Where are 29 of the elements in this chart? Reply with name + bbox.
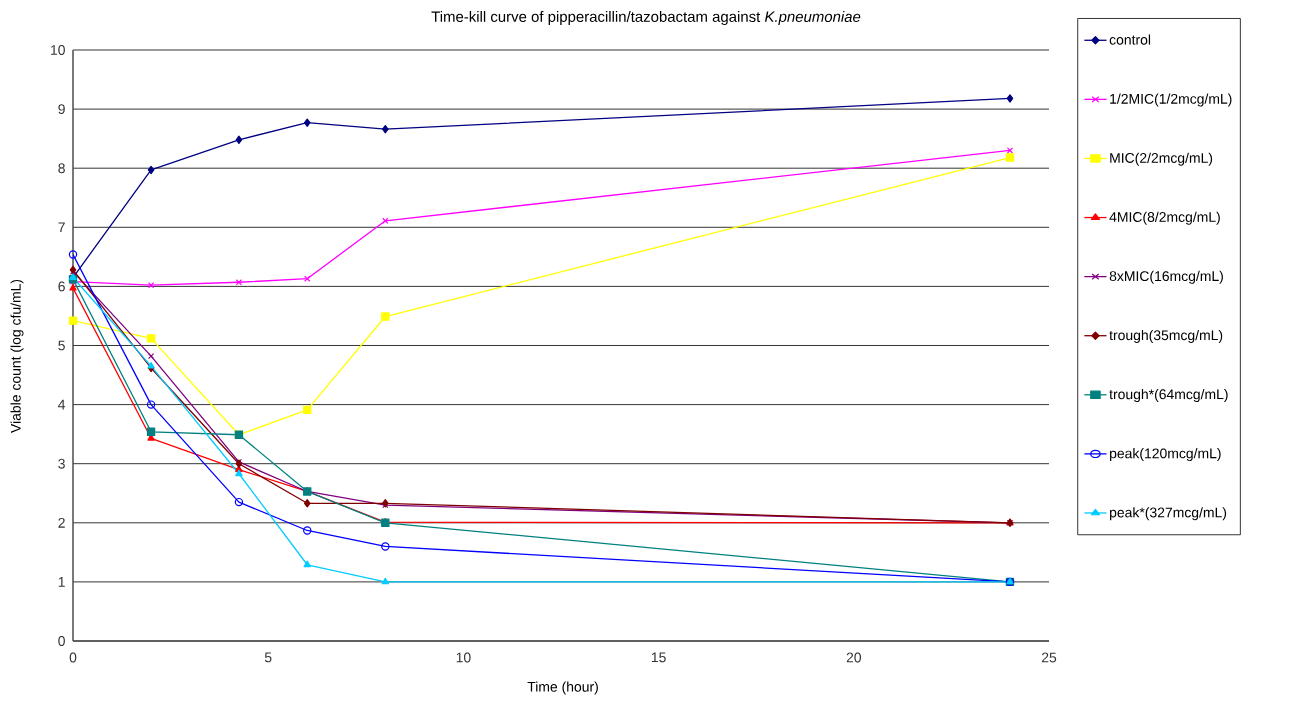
legend-label: 8xMIC(16mcg/mL) <box>1109 270 1223 284</box>
y-tick-label: 3 <box>58 458 65 469</box>
y-axis-title: Viable count (log cfu/mL) <box>10 279 24 433</box>
legend-label: control <box>1109 34 1151 45</box>
y-tick-label: 2 <box>58 517 65 528</box>
legend-label: trough(35mcg/mL) <box>1109 329 1223 343</box>
x-tick-label: 20 <box>846 652 862 663</box>
y-tick-label: 0 <box>58 636 65 646</box>
legend-label: peak(120mcg/mL) <box>1110 448 1221 462</box>
y-tick-label: 4 <box>58 399 66 410</box>
y-tick-label: 5 <box>58 340 65 351</box>
legend-label: 4MIC(8/2mcg/mL) <box>1109 211 1220 225</box>
y-tick-label: 1 <box>58 577 65 587</box>
x-tick-label: 0 <box>69 652 77 663</box>
legend-label: trough*(64mcg/mL) <box>1109 388 1228 402</box>
chart-title: Time-kill curve of pipperacillin/tazobactam against K.pneumoniae <box>431 11 861 25</box>
legend-label: MIC(2/2mcg/mL) <box>1110 152 1213 166</box>
x-tick-label: 15 <box>651 652 666 663</box>
x-tick-label: 5 <box>264 652 272 663</box>
legend-label: peak*(327mcg/mL) <box>1110 507 1227 521</box>
x-axis-title: Time (hour) <box>527 681 598 695</box>
x-tick-label: 25 <box>1041 652 1057 663</box>
y-tick-label: 9 <box>58 104 65 115</box>
legend-label: 1/2MIC(1/2mcg/mL) <box>1110 93 1232 107</box>
y-tick-label: 8 <box>58 163 65 174</box>
y-tick-label: 10 <box>51 45 65 55</box>
y-tick-label: 7 <box>58 222 65 233</box>
y-tick-label: 6 <box>58 281 65 292</box>
x-tick-label: 10 <box>456 652 471 663</box>
